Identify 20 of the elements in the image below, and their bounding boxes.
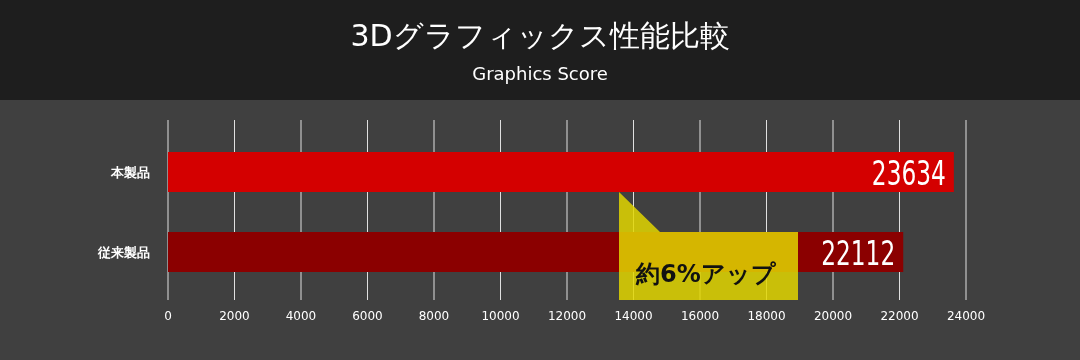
data-label: 23634 [871, 153, 970, 193]
y-tick-label: 従来製品 [97, 245, 150, 260]
x-tick-label: 0 [164, 309, 172, 323]
x-tick-label: 4000 [285, 309, 317, 323]
x-tick-label: 18000 [747, 309, 786, 323]
x-tick-label: 20000 [813, 309, 853, 323]
y-tick-label: 本製品 [110, 165, 150, 180]
x-tick-label: 10000 [481, 309, 520, 323]
chart-subtitle: Graphics Score [472, 63, 608, 84]
x-tick-label: 16000 [680, 309, 720, 323]
x-tick-label: 8000 [418, 309, 450, 323]
annotation: 約6%アップ [635, 260, 777, 288]
x-tick-label: 22000 [880, 309, 919, 323]
x-tick-label: 24000 [946, 309, 986, 323]
x-tick-label: 2000 [219, 309, 250, 323]
x-tick-label: 14000 [614, 309, 653, 323]
chart-title: 3Dグラフィックス性能比較 [350, 18, 730, 53]
data-label: 22112 [821, 233, 919, 273]
x-tick-label: 6000 [352, 309, 383, 323]
x-tick-label: 12000 [547, 309, 587, 323]
